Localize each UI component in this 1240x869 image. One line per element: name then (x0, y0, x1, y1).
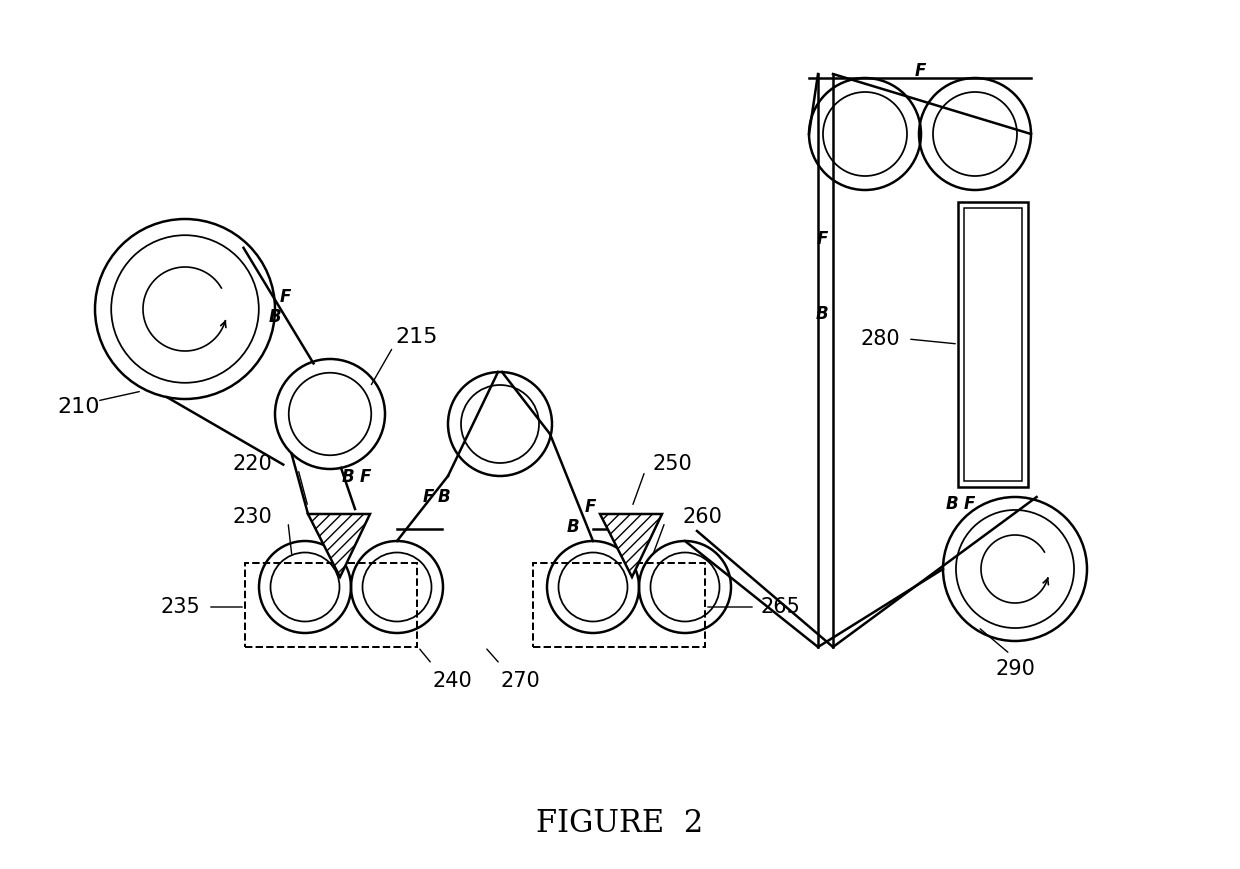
Text: 265: 265 (760, 597, 800, 617)
Polygon shape (600, 514, 662, 577)
Text: B: B (816, 305, 828, 323)
Text: B: B (342, 468, 355, 486)
Text: 270: 270 (500, 671, 539, 691)
Text: F: F (279, 288, 290, 306)
Text: F: F (914, 62, 926, 80)
Text: B: B (438, 488, 450, 506)
Polygon shape (308, 514, 370, 577)
Bar (246, 563, 417, 647)
Text: F: F (423, 488, 434, 506)
Text: 290: 290 (994, 659, 1035, 679)
Text: F: F (584, 498, 595, 516)
Bar (963, 208, 1022, 481)
Text: 215: 215 (396, 327, 438, 347)
Text: 250: 250 (652, 454, 692, 474)
Text: 240: 240 (432, 671, 471, 691)
Text: 210: 210 (57, 397, 100, 417)
Text: F: F (360, 468, 371, 486)
Text: B: B (567, 518, 579, 536)
Text: 235: 235 (160, 597, 200, 617)
Text: F: F (816, 230, 827, 248)
Bar (959, 202, 1028, 487)
Text: B: B (946, 495, 959, 513)
Text: FIGURE  2: FIGURE 2 (537, 808, 703, 839)
Text: 280: 280 (861, 329, 900, 349)
Text: 260: 260 (682, 507, 722, 527)
Text: 230: 230 (232, 507, 272, 527)
Bar (533, 563, 706, 647)
Text: 220: 220 (232, 454, 272, 474)
Text: F: F (963, 495, 975, 513)
Text: B: B (269, 308, 281, 326)
